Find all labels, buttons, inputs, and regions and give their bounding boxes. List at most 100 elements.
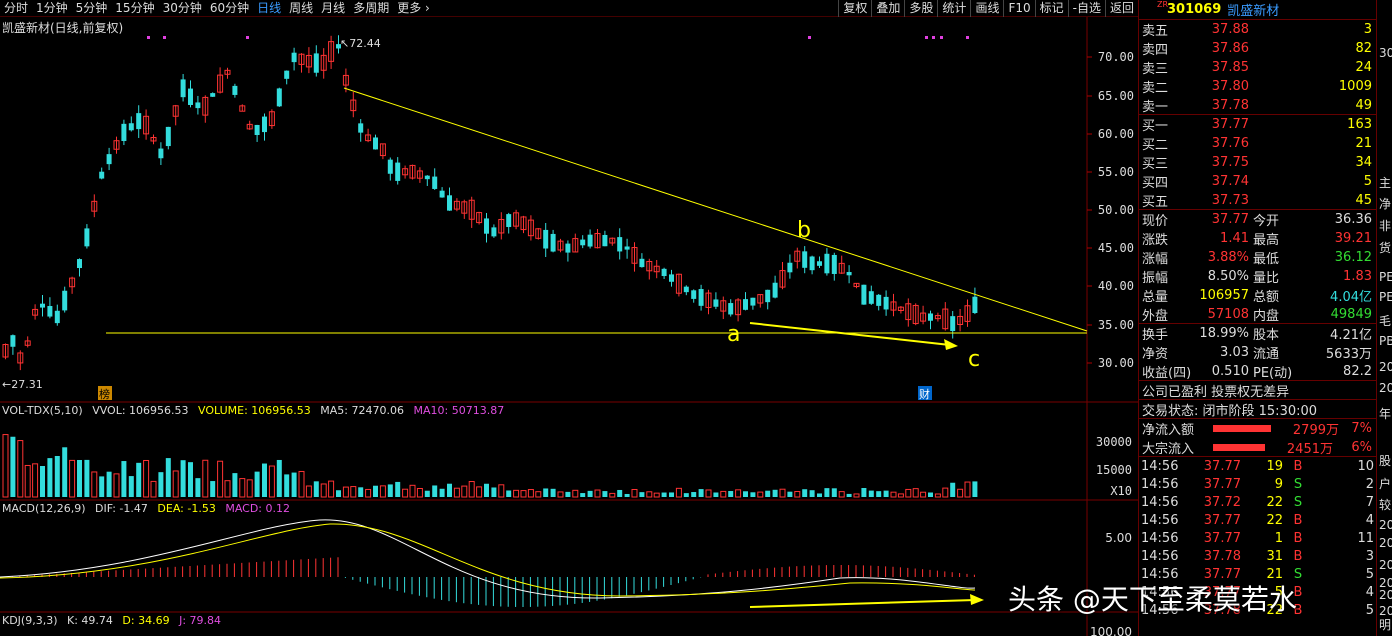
quote2-label: 股本 xyxy=(1253,328,1280,343)
kline-chart[interactable]: 70.00 65.00 60.00 55.00 50.00 45.00 40.00 35.00… xyxy=(0,0,1138,636)
candle-body-up xyxy=(17,352,24,364)
tick-row: 14:56 37.77 22 B 4 xyxy=(1139,511,1376,529)
dif-line xyxy=(0,519,976,599)
period-tab-7[interactable]: 周线 xyxy=(289,0,314,15)
event-marker[interactable] xyxy=(163,36,166,39)
toolbar-btn-5[interactable]: F10 xyxy=(1003,0,1034,17)
tick-price: 37.77 xyxy=(1203,512,1241,528)
volume-bar xyxy=(543,488,549,497)
event-marker[interactable] xyxy=(925,36,928,39)
candle-body-down xyxy=(876,294,882,306)
period-tab-6[interactable]: 日线 xyxy=(257,0,282,15)
edge-label: 货 xyxy=(1379,241,1392,255)
fund-flow: 净流入额 2799万 7% 大宗流入 2451万 6% xyxy=(1139,419,1376,457)
stock-header[interactable]: ZR 301069 凯盛新材 xyxy=(1139,0,1376,20)
quote2-value: 18.99% xyxy=(1199,326,1249,341)
candle-body-down xyxy=(861,284,867,305)
volume-bar xyxy=(750,492,756,497)
period-tab-10[interactable]: 更多 › xyxy=(397,0,430,15)
candle-body-down xyxy=(210,93,216,97)
volume-bar xyxy=(942,487,949,498)
volume-bar xyxy=(172,470,179,498)
period-tab-8[interactable]: 月线 xyxy=(321,0,346,15)
period-tab-0[interactable]: 分时 xyxy=(4,0,29,15)
event-marker[interactable] xyxy=(808,36,811,39)
tick-direction: B xyxy=(1293,548,1303,564)
volume-bar xyxy=(498,484,505,498)
toolbar-btn-4[interactable]: 画线 xyxy=(970,0,1003,17)
candle-body-down xyxy=(276,88,282,107)
quote-label: 总量 xyxy=(1142,290,1169,305)
event-marker[interactable] xyxy=(966,36,969,39)
quote-label: 涨跌 xyxy=(1142,233,1169,248)
quote-value: 57108 xyxy=(1207,306,1249,322)
period-tab-3[interactable]: 15分钟 xyxy=(115,0,155,15)
period-tab-9[interactable]: 多周期 xyxy=(353,0,390,15)
volume-bar xyxy=(905,488,912,498)
event-marker[interactable] xyxy=(246,36,249,39)
quote-label: 涨幅 xyxy=(1142,252,1169,267)
candle-body-down xyxy=(765,289,771,303)
edge-label: 年 xyxy=(1379,407,1392,421)
volume-bar xyxy=(77,459,82,497)
toolbar-btn-1[interactable]: 叠加 xyxy=(871,0,904,17)
buys-row: 买五 37.73 45 xyxy=(1139,191,1376,210)
volume-bar xyxy=(824,488,830,497)
right-edge-labels: 30 主净非货 PE PE 毛 PB 20 20 年股户较 20 20 20 20 20 20 明 xyxy=(1376,0,1392,636)
tick-direction: B xyxy=(1293,602,1303,618)
buys-label: 买一 xyxy=(1142,119,1169,134)
volume-bar xyxy=(358,487,364,497)
period-tab-4[interactable]: 30分钟 xyxy=(162,0,202,15)
sells-volume: 1009 xyxy=(1338,79,1372,94)
event-marker[interactable] xyxy=(147,36,150,39)
volume-bar xyxy=(54,455,60,497)
sells-label: 卖三 xyxy=(1142,62,1169,77)
quote-value: 4.04亿 xyxy=(1330,290,1372,305)
period-tab-1[interactable]: 1分钟 xyxy=(36,0,68,15)
y-axis-label: 50.00 xyxy=(1098,203,1134,217)
k-value: K: 49.74 xyxy=(67,614,113,627)
toolbar-btn-8[interactable]: 返回 xyxy=(1104,0,1138,17)
edge-label: 非 xyxy=(1379,219,1392,233)
period-tab-2[interactable]: 5分钟 xyxy=(75,0,108,15)
volume-bar xyxy=(735,489,742,498)
volume-bar xyxy=(639,492,645,497)
toolbar-btn-7[interactable]: -自选 xyxy=(1067,0,1105,17)
j-value: J: 79.84 xyxy=(179,614,222,627)
volume-bar xyxy=(565,491,571,497)
candle-body-down xyxy=(802,251,808,268)
badge-cai[interactable] xyxy=(918,386,932,400)
event-marker[interactable] xyxy=(940,36,943,39)
sells-row: 卖五 37.88 3 xyxy=(1139,20,1376,39)
tick-time: 14:56 xyxy=(1141,602,1179,618)
toolbar-btn-2[interactable]: 多股 xyxy=(904,0,937,17)
y-axis-label: 60.00 xyxy=(1098,127,1134,141)
vol-indicator-header: VOL-TDX(5,10) VVOL: 106956.53 VOLUME: 10… xyxy=(2,404,510,417)
vol-axis-label: 15000 xyxy=(1096,463,1132,477)
event-marker[interactable] xyxy=(932,36,935,39)
volume-bar xyxy=(957,488,964,498)
candle-body-up xyxy=(350,99,357,112)
toolbar-btn-0[interactable]: 复权 xyxy=(838,0,871,17)
badge-cai-text: 财 xyxy=(919,387,930,401)
candle-body-up xyxy=(150,137,157,142)
tick-list[interactable]: 14:56 37.77 19 B 10 14:56 37.77 9 S 2 14:56 37.72 22… xyxy=(1139,457,1376,619)
tick-time: 14:56 xyxy=(1141,494,1179,510)
tick-count: 10 xyxy=(1357,458,1374,474)
volume-bar xyxy=(69,459,76,498)
dif-value: DIF: -1.47 xyxy=(95,502,148,515)
period-tab-5[interactable]: 60分钟 xyxy=(209,0,250,15)
toolbar-btn-3[interactable]: 统计 xyxy=(937,0,970,17)
candles xyxy=(2,35,978,371)
volume-bar xyxy=(868,490,874,497)
flow-bar xyxy=(1213,425,1271,432)
volume-bar xyxy=(106,471,112,497)
toolbar-btn-6[interactable]: 标记 xyxy=(1034,0,1068,17)
candle-body-up xyxy=(535,228,542,239)
volume-bar xyxy=(336,490,341,497)
volume-bar xyxy=(217,460,224,498)
dea-value: DEA: -1.53 xyxy=(157,502,216,515)
badge-bang[interactable] xyxy=(98,386,112,400)
volume-bar xyxy=(17,440,24,498)
candle-body-up xyxy=(920,312,927,322)
